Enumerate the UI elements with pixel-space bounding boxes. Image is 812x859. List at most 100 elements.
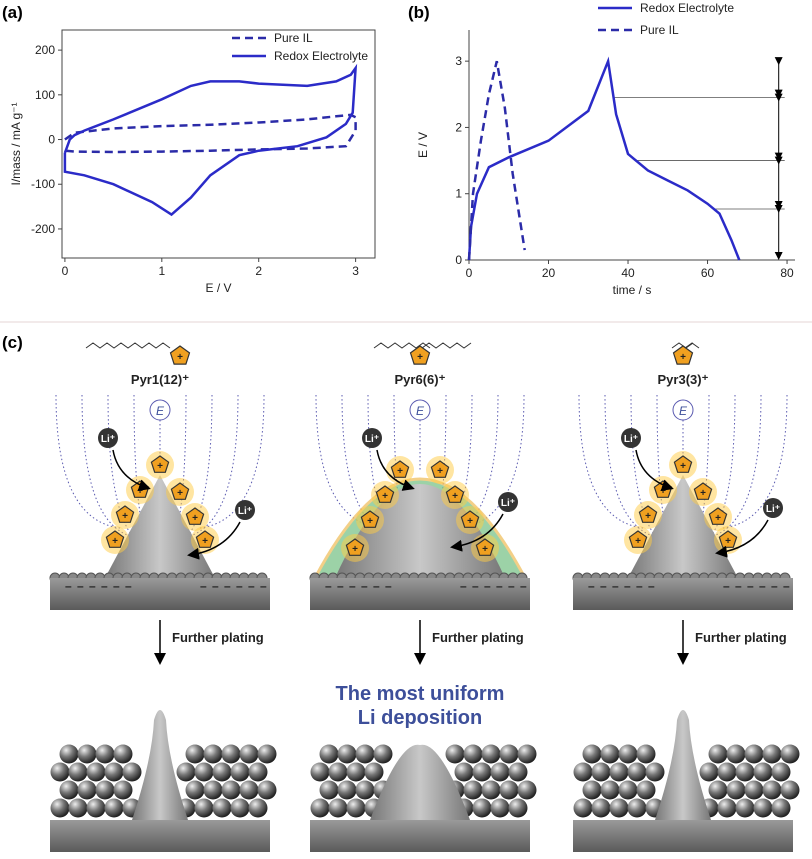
substrate <box>310 820 530 852</box>
li-sphere <box>472 762 492 782</box>
field-label: E <box>679 404 688 418</box>
series-line <box>63 113 357 154</box>
alkyl-chain <box>421 342 472 349</box>
cation-charge: + <box>482 544 488 555</box>
li-sphere <box>762 744 782 764</box>
substrate <box>573 820 793 852</box>
highlight-text: Li deposition <box>358 707 482 729</box>
li-sphere <box>636 744 656 764</box>
legend-label: Redox Electrolyte <box>640 1 734 15</box>
li-sphere <box>337 780 357 800</box>
cation <box>375 485 395 503</box>
cation <box>150 455 170 473</box>
li-sphere <box>319 744 339 764</box>
li-sphere <box>609 798 629 818</box>
diagram-panel: +Pyr3(3)⁺E– –– –– –– –– –– –++ +++++Li⁺Li⁺Furth… <box>572 342 800 852</box>
li-sphere <box>735 762 755 782</box>
li-sphere <box>355 744 375 764</box>
cation-charge: + <box>137 486 143 497</box>
li-sphere <box>194 762 214 782</box>
li-sphere <box>717 762 737 782</box>
x-tick-label: 60 <box>701 266 715 280</box>
cation <box>105 530 125 548</box>
li-ion <box>498 492 518 512</box>
series-line <box>467 60 526 261</box>
li-sphere <box>609 762 629 782</box>
process-label: Further plating <box>695 630 787 645</box>
li-sphere <box>239 780 259 800</box>
li-sphere <box>68 798 88 818</box>
charge: – <box>224 579 231 593</box>
li-ion <box>98 428 118 448</box>
li-sphere <box>582 744 602 764</box>
x-axis-label: time / s <box>613 283 652 297</box>
cation <box>445 485 465 503</box>
charge: – <box>588 579 595 593</box>
field-line <box>107 394 141 545</box>
field-symbol <box>672 399 694 421</box>
x-tick-label: 0 <box>62 264 69 278</box>
li-sphere <box>573 798 593 818</box>
li-sphere <box>221 780 241 800</box>
li-sphere <box>212 762 232 782</box>
y-tick-label: 3 <box>455 54 462 68</box>
li-sphere <box>230 798 250 818</box>
li-sphere <box>77 744 97 764</box>
process-label: Further plating <box>172 630 264 645</box>
li-sphere <box>257 780 277 800</box>
x-tick-label: 1 <box>158 264 165 278</box>
li-sphere <box>373 744 393 764</box>
li-sphere <box>95 744 115 764</box>
cation-charge: + <box>352 544 358 555</box>
panel-label: (a) <box>2 3 23 22</box>
charge: – <box>65 579 72 593</box>
li-sphere <box>104 798 124 818</box>
li-sphere <box>248 762 268 782</box>
li-ion-label: Li⁺ <box>238 506 252 517</box>
li-sphere <box>708 744 728 764</box>
li-sphere <box>481 780 501 800</box>
field-line <box>578 394 644 529</box>
cation-charge: + <box>680 352 686 363</box>
ion-path <box>187 521 241 560</box>
li-ion <box>362 428 382 448</box>
alkyl-chain <box>373 342 431 349</box>
charge: – <box>747 579 754 593</box>
cation <box>638 505 658 523</box>
cation <box>185 507 205 525</box>
charge: – <box>783 579 790 593</box>
series-line <box>63 63 358 217</box>
charge: – <box>361 579 368 593</box>
series-line <box>467 56 741 261</box>
y-tick-label: 0 <box>48 133 55 147</box>
li-sphere <box>618 744 638 764</box>
cation-charge: + <box>715 513 721 524</box>
x-tick-label: 3 <box>352 264 359 278</box>
li-sphere <box>463 780 483 800</box>
li-sphere <box>591 762 611 782</box>
charge: – <box>600 579 607 593</box>
li-sphere <box>257 744 277 764</box>
y-tick-label: 0 <box>455 253 462 267</box>
cation-charge: + <box>177 352 183 363</box>
li-sphere <box>744 780 764 800</box>
charge: – <box>636 579 643 593</box>
cation <box>460 510 480 528</box>
cation-name: Pyr6(6)⁺ <box>395 372 446 387</box>
ion-path <box>635 449 674 491</box>
cation-charge: + <box>635 536 641 547</box>
li-sphere <box>735 798 755 818</box>
substrate <box>573 578 793 610</box>
li-sphere <box>203 744 223 764</box>
cation-charge: + <box>660 486 666 497</box>
field-symbol <box>409 399 431 421</box>
y-tick-label: -200 <box>31 222 55 236</box>
li-sphere <box>600 780 620 800</box>
x-axis-label: E / V <box>205 281 231 295</box>
cation-charge: + <box>367 516 373 527</box>
li-sphere <box>185 780 205 800</box>
alkyl-chain <box>671 342 694 349</box>
li-sphere <box>726 744 746 764</box>
cation-charge: + <box>382 491 388 502</box>
